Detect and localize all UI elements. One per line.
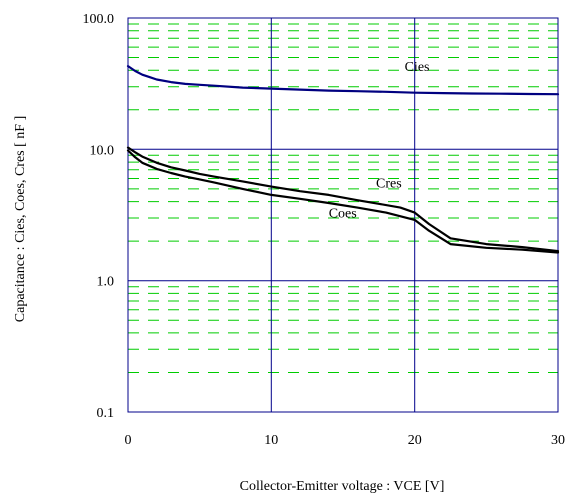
y-tick-label: 1.0 bbox=[97, 275, 115, 290]
series-layer bbox=[126, 64, 560, 254]
y-tick-label: 0.1 bbox=[97, 406, 115, 421]
y-tick-label: 100.0 bbox=[83, 12, 115, 27]
annotations: Cies Cres Coes bbox=[329, 60, 430, 222]
series-line-cies bbox=[126, 64, 560, 96]
series-line-coes bbox=[126, 149, 560, 254]
x-tick-label: 30 bbox=[551, 433, 565, 448]
plot-frame bbox=[127, 17, 559, 413]
y-tick-labels: 0.1 1.0 10.0 100.0 bbox=[83, 12, 115, 421]
y-tick-label: 10.0 bbox=[90, 143, 115, 158]
x-tick-label: 20 bbox=[408, 433, 422, 448]
series-line-cres bbox=[126, 146, 560, 253]
series-label-cres: Cres bbox=[376, 176, 402, 191]
y-axis-label: Capacitance : Cies, Coes, Cres [ nF ] bbox=[13, 116, 28, 322]
x-axis-label: Collector-Emitter voltage : VCE [V] bbox=[240, 479, 445, 494]
series-label-cies: Cies bbox=[405, 60, 430, 75]
x-tick-label: 10 bbox=[264, 433, 278, 448]
x-tick-labels: 0 10 20 30 bbox=[125, 433, 566, 448]
x-tick-label: 0 bbox=[125, 433, 132, 448]
series-label-coes: Coes bbox=[329, 207, 357, 222]
